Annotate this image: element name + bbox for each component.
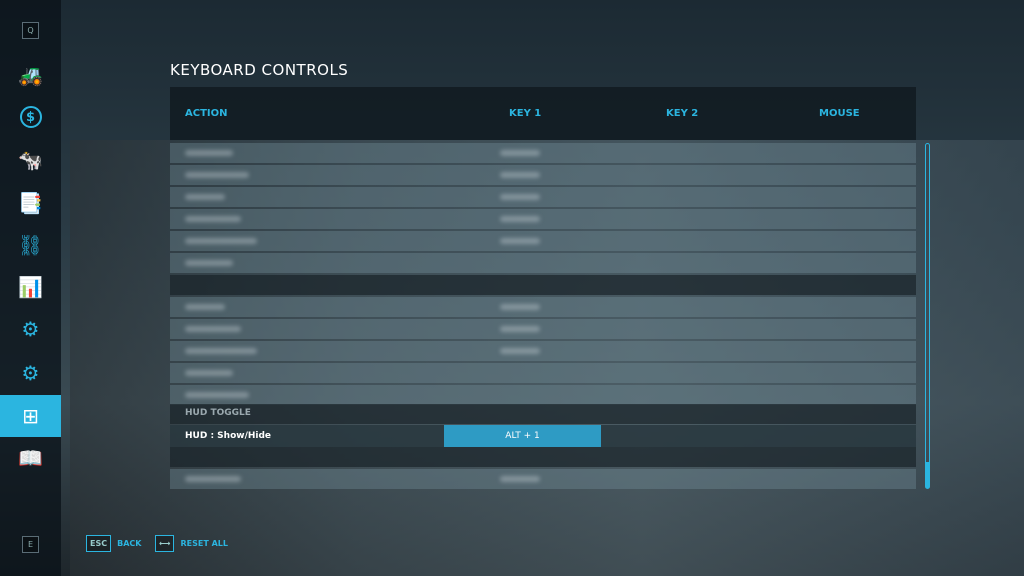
table-row[interactable]: [170, 143, 916, 163]
blurred-key-text: [500, 194, 540, 200]
contracts-icon[interactable]: 📑: [18, 191, 43, 215]
vehicle-settings-icon[interactable]: ⚙: [21, 317, 40, 341]
blurred-key-text: [500, 476, 540, 482]
help-book-icon[interactable]: 📖: [18, 446, 43, 470]
col-mouse: MOUSE: [819, 108, 860, 119]
blurred-key-text: [500, 348, 540, 354]
esc-key-hint: ESC: [86, 535, 112, 552]
blurred-action-text: [185, 194, 225, 200]
table-row[interactable]: [170, 253, 916, 273]
table-row[interactable]: [170, 165, 916, 185]
table-row[interactable]: [170, 447, 916, 467]
blurred-key-text: [500, 172, 540, 178]
q-key-hint: Q: [22, 22, 39, 39]
reset-label: RESET ALL: [180, 539, 228, 548]
action-label: HUD : Show/Hide: [185, 431, 272, 441]
table-row[interactable]: [170, 469, 916, 489]
table-row[interactable]: [170, 275, 916, 295]
blurred-key-text: [500, 150, 540, 156]
col-key1: KEY 1: [509, 108, 542, 119]
blurred-action-text: [185, 326, 241, 332]
blurred-action-text: [185, 304, 225, 310]
blurred-key-text: [500, 304, 540, 310]
table-row[interactable]: [170, 209, 916, 229]
blurred-action-text: [185, 150, 233, 156]
table-header: ACTION KEY 1 KEY 2 MOUSE: [170, 87, 916, 140]
col-action: ACTION: [185, 108, 228, 119]
blurred-key-text: [500, 326, 540, 332]
background-scene: [70, 140, 1024, 576]
back-button[interactable]: ESC BACK: [86, 535, 141, 552]
blurred-action-text: [185, 238, 257, 244]
presentation-icon[interactable]: 📊: [18, 275, 43, 299]
scrollbar[interactable]: [925, 143, 930, 489]
controls-icon[interactable]: ⊞: [0, 395, 61, 437]
table-row[interactable]: [170, 187, 916, 207]
dollar-icon[interactable]: $: [0, 96, 61, 138]
scrollbar-thumb[interactable]: [926, 462, 929, 488]
reset-all-button[interactable]: ⟷ RESET ALL: [155, 535, 228, 552]
back-label: BACK: [117, 539, 142, 548]
blurred-action-text: [185, 216, 241, 222]
blurred-action-text: [185, 260, 233, 266]
table-row[interactable]: [170, 363, 916, 383]
reset-key-hint: ⟷: [155, 535, 175, 552]
table-row-selected[interactable]: HUD : Show/Hide ALT + 1: [170, 425, 916, 447]
blurred-action-text: [185, 370, 233, 376]
tractor-icon[interactable]: 🚜: [18, 63, 43, 87]
cow-icon[interactable]: 🐄: [18, 148, 43, 172]
blurred-action-text: [185, 476, 241, 482]
sidebar: Q 🚜 $ 🐄 📑 ⛓ 📊 ⚙ ⚙ ⊞ 📖 E: [0, 0, 61, 576]
controls-table: ACTION KEY 1 KEY 2 MOUSE HUD TOGGLE HUD …: [170, 87, 916, 489]
table-row[interactable]: [170, 297, 916, 317]
gear-icon[interactable]: ⚙: [21, 361, 40, 385]
table-row[interactable]: [170, 231, 916, 251]
blurred-key-text: [500, 238, 540, 244]
section-header: HUD TOGGLE: [170, 404, 916, 424]
table-row[interactable]: [170, 385, 916, 405]
key1-button[interactable]: ALT + 1: [444, 425, 601, 447]
e-key-hint: E: [22, 536, 39, 553]
blurred-action-text: [185, 348, 257, 354]
blurred-key-text: [500, 216, 540, 222]
table-row[interactable]: [170, 319, 916, 339]
production-icon[interactable]: ⛓: [17, 233, 44, 257]
page-title: KEYBOARD CONTROLS: [170, 61, 349, 79]
blurred-action-text: [185, 172, 249, 178]
blurred-action-text: [185, 392, 249, 398]
table-row[interactable]: [170, 341, 916, 361]
col-key2: KEY 2: [666, 108, 699, 119]
